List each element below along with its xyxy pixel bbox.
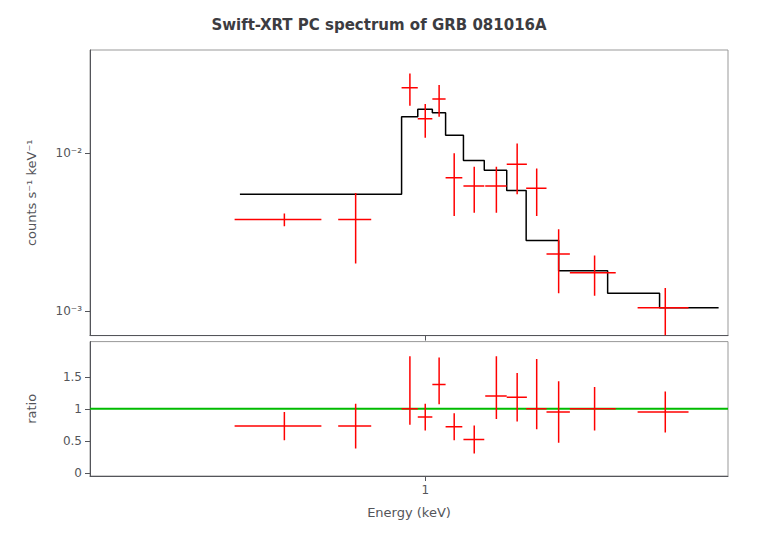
svg-text:ratio: ratio xyxy=(24,394,39,424)
svg-text:0: 0 xyxy=(74,466,82,480)
svg-text:10⁻²: 10⁻² xyxy=(56,146,83,160)
svg-text:1: 1 xyxy=(421,483,429,497)
svg-text:counts s⁻¹ keV⁻¹: counts s⁻¹ keV⁻¹ xyxy=(24,140,39,247)
svg-text:1: 1 xyxy=(74,402,82,416)
svg-text:Swift-XRT PC spectrum of GRB 0: Swift-XRT PC spectrum of GRB 081016A xyxy=(211,16,547,34)
svg-text:Energy (keV): Energy (keV) xyxy=(367,505,451,520)
svg-text:10⁻³: 10⁻³ xyxy=(56,304,83,318)
svg-text:1.5: 1.5 xyxy=(63,370,82,384)
svg-text:0.5: 0.5 xyxy=(63,434,82,448)
